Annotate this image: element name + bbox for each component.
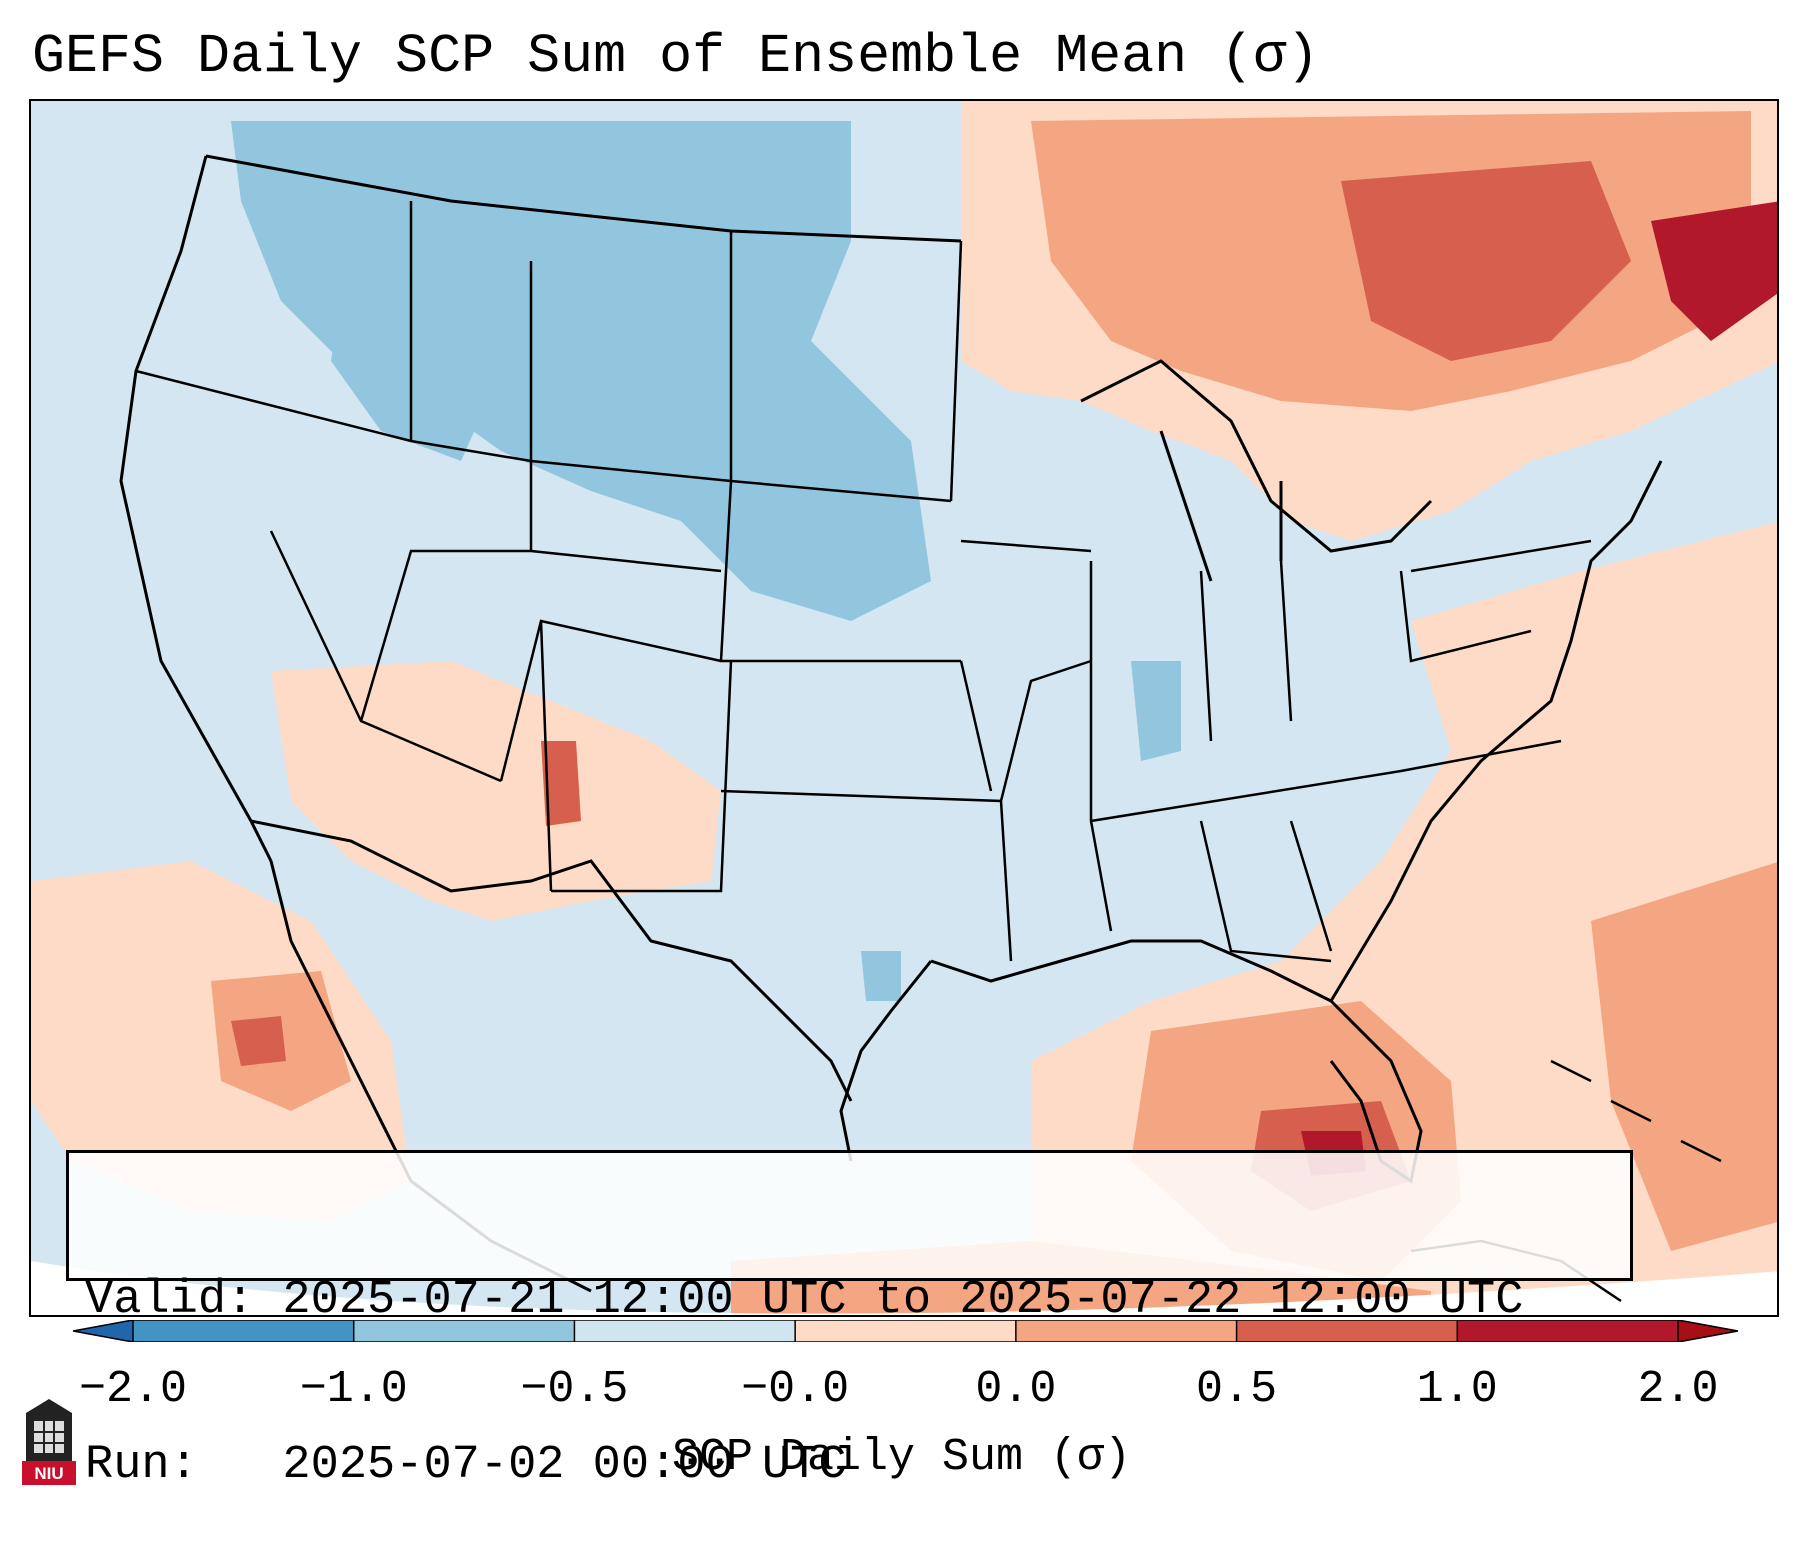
bahamas-outline [1550, 1059, 1722, 1163]
map-title: GEFS Daily SCP Sum of Ensemble Mean (σ) [32, 25, 1320, 88]
colorbar [73, 1320, 1738, 1342]
state-borders [135, 201, 1592, 963]
us-mexico-border [250, 819, 853, 1102]
map-svg [31, 101, 1777, 1315]
colorbar-tick-label: 0.0 [975, 1364, 1057, 1415]
colorbar-tick-label: −0.0 [741, 1364, 850, 1415]
projection-edge [31, 1261, 1777, 1315]
anomaly-region-texas-small [861, 951, 901, 1001]
east-coast [1329, 460, 1663, 1002]
colorbar-under-arrow [73, 1320, 134, 1342]
run-time-label: Run: 2025-07-02 00:00 UTC [85, 1439, 847, 1492]
colorbar-tick-label: 0.5 [1196, 1364, 1278, 1415]
logo-text: NIU [34, 1464, 63, 1483]
anomaly-region-nm-peak [541, 741, 581, 826]
colorbar-segment [133, 1320, 354, 1342]
colorbar-segment [574, 1320, 796, 1342]
anomaly-region-mexico-peak [231, 1016, 286, 1066]
colorbar-tick-label: −0.5 [520, 1364, 629, 1415]
colorbar-segment [795, 1320, 1016, 1342]
colorbar-tick-label: −2.0 [78, 1364, 188, 1415]
colorbar-tick-label: 2.0 [1637, 1364, 1719, 1415]
valid-time-label: Valid: 2025-07-21 12:00 UTC to 2025-07-2… [85, 1274, 1524, 1327]
colorbar-segment [353, 1320, 575, 1342]
map-panel[interactable] [29, 99, 1779, 1317]
west-coast [119, 155, 273, 862]
gulf-coast [930, 939, 1332, 1003]
colorbar-over-arrow [1677, 1320, 1738, 1342]
anomaly-region-canada-high [1341, 161, 1631, 361]
colorbar-tick-label: 1.0 [1416, 1364, 1498, 1415]
texas-coast [839, 960, 933, 1162]
negative-anomaly-regions [231, 121, 1181, 1001]
anomaly-region-quebec-peak [1651, 201, 1777, 341]
anomaly-region-atlantic-east [1591, 862, 1777, 1251]
colorbar-title: SCP Daily Sum (σ) [671, 1432, 1132, 1483]
colorbar-segment [1457, 1320, 1678, 1342]
valid-time-box: Valid: 2025-07-21 12:00 UTC to 2025-07-2… [66, 1150, 1633, 1492]
anomaly-region-missouri [1131, 661, 1181, 761]
great-lakes [1080, 359, 1433, 582]
anomaly-region-northern-plains [231, 121, 931, 621]
colorbar-tick-label: −1.0 [299, 1364, 408, 1415]
us-canada-border [205, 154, 962, 243]
anomaly-region-idaho [331, 281, 501, 461]
colorbar-segment [1236, 1320, 1458, 1342]
colorbar-segment [1015, 1320, 1237, 1342]
boundaries [119, 154, 1722, 1303]
university-tower-icon: NIU [22, 1399, 76, 1485]
